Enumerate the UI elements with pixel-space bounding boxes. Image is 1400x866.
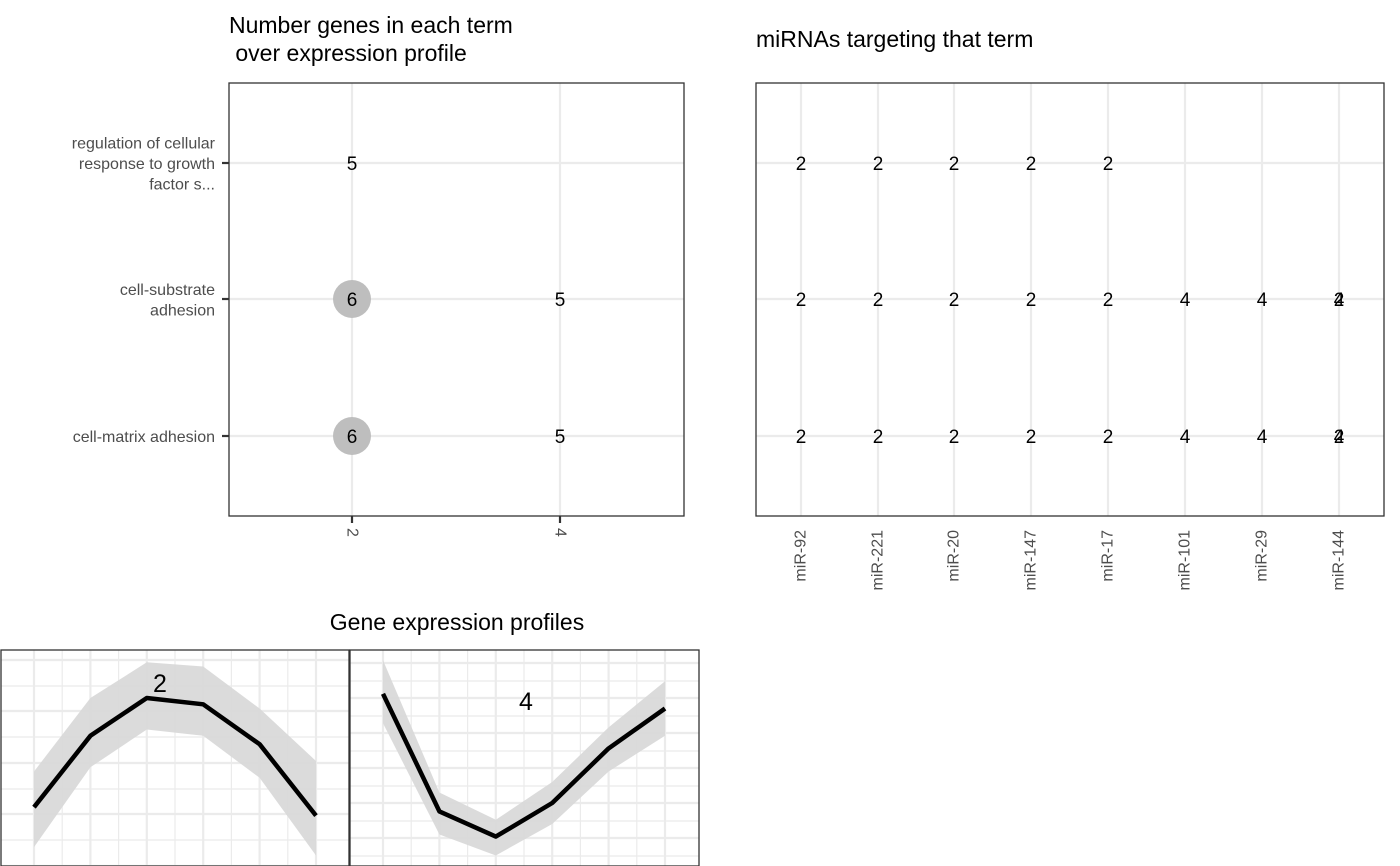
mirna-panel-grid bbox=[756, 83, 1384, 516]
mirna-column-label: miR-20 bbox=[946, 530, 963, 582]
mirna-cell-value: 2 bbox=[1026, 427, 1037, 448]
mirna-cell-value: 2 bbox=[1026, 154, 1037, 175]
mirna-cell-overlay-value: 2 bbox=[1334, 427, 1345, 448]
mirna-cell-value: 2 bbox=[949, 427, 960, 448]
expression-facet-2: 2 bbox=[0, 649, 350, 866]
mirna-panel-frame bbox=[755, 82, 1385, 517]
genes-cell-value: 5 bbox=[347, 154, 358, 175]
mirna-cell-value: 4 bbox=[1257, 427, 1268, 448]
mirna-cell-value: 2 bbox=[1103, 154, 1114, 175]
mirna-column-label: miR-17 bbox=[1100, 530, 1117, 582]
expression-confidence-band bbox=[383, 660, 665, 856]
genes-row-label-line: response to growth bbox=[79, 156, 215, 173]
mirna-cell-value: 2 bbox=[1026, 290, 1037, 311]
genes-row-label-line: factor s... bbox=[149, 177, 215, 194]
expression-facet-4: 4 bbox=[349, 649, 700, 866]
mirna-cell-value: 4 bbox=[1180, 427, 1191, 448]
genes-row-label-line: cell-substrate bbox=[120, 282, 215, 299]
expression-facets: 24 bbox=[0, 649, 700, 866]
mirna-cell-value: 2 bbox=[796, 290, 807, 311]
mirna-column-label: miR-221 bbox=[870, 530, 887, 591]
mirna-cell-value: 4 bbox=[1180, 290, 1191, 311]
mirna-panel-cells: 2 2 2 2 22 2 2 2 2 4 4 42 2 2 2 2 4 4 422 bbox=[796, 154, 1345, 448]
mirna-cell-value: 2 bbox=[949, 290, 960, 311]
mirna-column-label: miR-92 bbox=[793, 530, 810, 582]
genes-panel-title-line-1: Number genes in each term bbox=[229, 12, 513, 38]
genes-cell-highlight bbox=[333, 280, 371, 318]
mirna-cell-value: 2 bbox=[796, 427, 807, 448]
expression-facet-label: 4 bbox=[519, 688, 533, 716]
mirna-cell-value: 2 bbox=[949, 154, 960, 175]
mirna-cell-value: 2 bbox=[873, 290, 884, 311]
genes-cell-value: 6 bbox=[347, 427, 358, 448]
expression-panel-title: Gene expression profiles bbox=[330, 609, 584, 635]
mirna-cell-value: 4 bbox=[1257, 290, 1268, 311]
genes-per-term-panel: Number genes in each term over expressio… bbox=[72, 12, 685, 537]
expression-confidence-band bbox=[34, 662, 316, 856]
expression-line bbox=[380, 692, 667, 839]
genes-row-label: cell-substrate adhesion bbox=[120, 282, 215, 320]
genes-cell-highlight bbox=[333, 417, 371, 455]
mirna-column-label: miR-147 bbox=[1023, 530, 1040, 591]
genes-row-label-line: cell-matrix adhesion bbox=[73, 429, 215, 446]
mirna-cell-value: 2 bbox=[1103, 427, 1114, 448]
mirna-cell-value: 2 bbox=[873, 427, 884, 448]
genes-column-label: 4 bbox=[552, 528, 569, 537]
expression-line bbox=[32, 695, 318, 817]
genes-row-label: regulation of cellular response to growth… bbox=[72, 136, 216, 194]
mirna-cell-overlay-value: 2 bbox=[1334, 290, 1345, 311]
genes-column-label: 2 bbox=[344, 528, 361, 537]
genes-panel-title-line-2: over expression profile bbox=[229, 40, 467, 66]
genes-cell-value: 6 bbox=[347, 290, 358, 311]
genes-row-label: cell-matrix adhesion bbox=[73, 429, 215, 446]
mirna-panel-title: miRNAs targeting that term bbox=[756, 26, 1033, 52]
expression-profiles-panel: Gene expression profiles 24 bbox=[0, 609, 700, 866]
expression-facet-frame bbox=[0, 649, 350, 866]
mirna-column-label: miR-144 bbox=[1331, 530, 1348, 591]
expression-facet-frame bbox=[349, 649, 700, 866]
mirna-cell-value: 2 bbox=[873, 154, 884, 175]
genes-row-label-line: adhesion bbox=[150, 302, 215, 319]
mirna-column-label: miR-29 bbox=[1254, 530, 1271, 582]
genes-panel-row-labels: regulation of cellular response to growth… bbox=[72, 136, 229, 446]
mirna-panel: miRNAs targeting that term miR-92 miR-221… bbox=[755, 26, 1385, 591]
genes-cell-value: 5 bbox=[555, 290, 566, 311]
mirna-column-label: miR-101 bbox=[1177, 530, 1194, 591]
genes-panel-cells: 5 6 5 6 5 bbox=[333, 154, 565, 455]
genes-row-label-line: regulation of cellular bbox=[72, 136, 216, 153]
genes-cell-value: 5 bbox=[555, 427, 566, 448]
mirna-cell-value: 4 bbox=[1334, 290, 1345, 311]
genes-panel-title: Number genes in each term over expressio… bbox=[229, 12, 519, 66]
mirna-cell-value: 2 bbox=[1103, 290, 1114, 311]
genes-panel-frame bbox=[228, 82, 685, 517]
mirna-cell-value: 2 bbox=[796, 154, 807, 175]
mirna-panel-column-ticks: miR-92 miR-221 miR-20 miR-147 miR-17 miR-101 m… bbox=[793, 530, 1348, 591]
genes-panel-grid bbox=[229, 83, 684, 516]
mirna-cell-value: 4 bbox=[1334, 427, 1345, 448]
expression-facet-label: 2 bbox=[153, 670, 167, 698]
